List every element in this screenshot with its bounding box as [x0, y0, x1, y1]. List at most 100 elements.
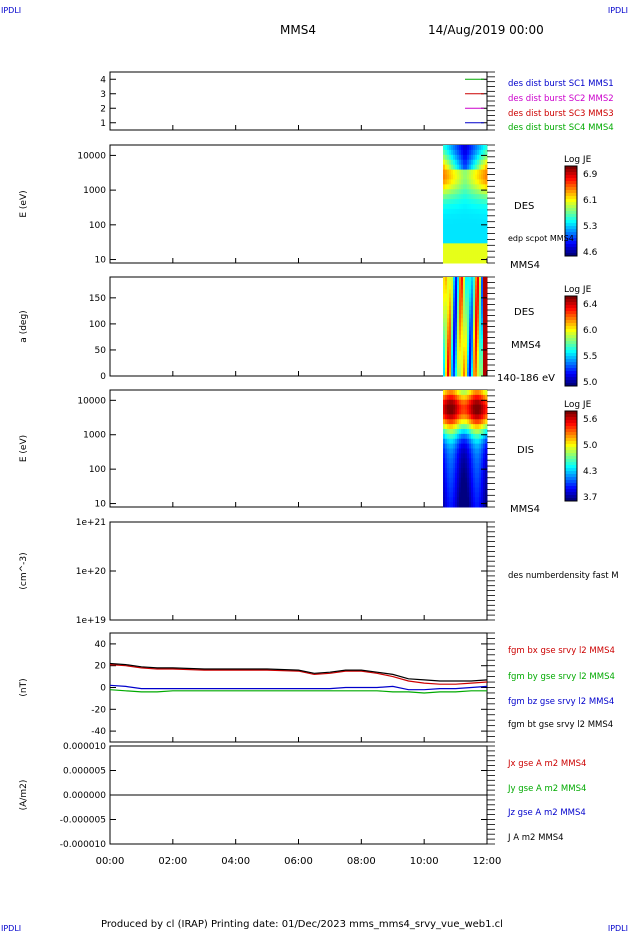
- heatmap-cell: [479, 233, 482, 239]
- heatmap-cell: [461, 154, 464, 161]
- heatmap-cell: [463, 487, 466, 493]
- heatmap-cell: [457, 194, 460, 200]
- burst-axis-tick-label: 2: [100, 104, 106, 114]
- heatmap-cell: [477, 228, 480, 234]
- heatmap-cell: [479, 174, 482, 180]
- heatmap-cell: [475, 199, 478, 205]
- heatmap-cell: [483, 409, 486, 415]
- heatmap-cell: [471, 322, 474, 327]
- heatmap-cell: [479, 277, 482, 282]
- heatmap-cell: [475, 468, 478, 474]
- heatmap-cell: [483, 487, 486, 493]
- heatmap-cell: [471, 343, 474, 348]
- heatmap-cell: [483, 154, 486, 161]
- colorbar-segment: [565, 462, 577, 466]
- colorbar-title: Log JE: [564, 285, 592, 295]
- heatmap-cell: [471, 477, 474, 484]
- heatmap-cell: [469, 390, 472, 396]
- heatmap-cell: [467, 248, 470, 254]
- heatmap-cell: [459, 359, 462, 365]
- heatmap-cell: [451, 463, 454, 469]
- heatmap-cell: [455, 351, 458, 356]
- colorbar-segment: [565, 335, 577, 339]
- heatmap-cell: [445, 438, 448, 445]
- heatmap-cell: [457, 347, 460, 352]
- colorbar-tick-label: 6.0: [583, 326, 598, 336]
- heatmap-cell: [479, 223, 482, 230]
- heatmap-cell: [451, 448, 454, 454]
- colorbar-segment: [565, 498, 577, 502]
- heatmap-cell: [467, 258, 470, 264]
- heatmap-cell: [485, 367, 488, 373]
- heatmap-cell: [475, 322, 478, 327]
- heatmap-cell: [483, 174, 486, 180]
- heatmap-cell: [447, 208, 450, 215]
- heatmap-cell: [485, 154, 488, 161]
- heatmap-cell: [447, 404, 450, 410]
- heatmap-cell: [453, 343, 456, 348]
- heatmap-cell: [459, 208, 462, 215]
- heatmap-cell: [445, 243, 448, 249]
- heatmap-cell: [455, 189, 458, 195]
- heatmap-cell: [471, 293, 474, 299]
- heatmap-cell: [455, 179, 458, 185]
- heatmap-cell: [469, 351, 472, 356]
- heatmap-cell: [479, 326, 482, 332]
- heatmap-cell: [451, 228, 454, 234]
- heatmap-cell: [483, 208, 486, 215]
- heatmap-cell: [485, 305, 488, 311]
- heatmap-cell: [443, 343, 446, 348]
- heatmap-cell: [471, 253, 474, 259]
- heatmap-cell: [483, 293, 486, 299]
- heatmap-cell: [471, 238, 474, 244]
- heatmap-cell: [485, 472, 488, 479]
- heatmap-cell: [483, 314, 486, 319]
- heatmap-cell: [447, 285, 450, 290]
- heatmap-cell: [457, 199, 460, 205]
- burst-legend-3: des dist burst SC3 MMS3: [508, 109, 614, 119]
- heatmap-cell: [483, 277, 486, 282]
- heatmap-cell: [461, 492, 464, 498]
- heatmap-cell: [447, 228, 450, 234]
- colorbar-tick-label: 5.5: [583, 352, 597, 362]
- heatmap-cell: [467, 154, 470, 161]
- heatmap-cell: [449, 463, 452, 469]
- heatmap-cell: [461, 189, 464, 195]
- heatmap-cell: [481, 154, 484, 161]
- heatmap-cell: [459, 189, 462, 195]
- heatmap-cell: [451, 419, 454, 425]
- heatmap-cell: [467, 204, 470, 210]
- heatmap-cell: [485, 468, 488, 474]
- colorbar-segment: [565, 302, 577, 306]
- heatmap-cell: [461, 238, 464, 244]
- heatmap-cell: [451, 301, 454, 307]
- heatmap-cell: [459, 497, 462, 503]
- heatmap-cell: [455, 293, 458, 299]
- heatmap-cell: [457, 238, 460, 244]
- heatmap-cell: [467, 194, 470, 200]
- heatmap-cell: [447, 399, 450, 406]
- heatmap-cell: [467, 164, 470, 171]
- heatmap-cell: [445, 419, 448, 425]
- colorbar-segment: [565, 208, 577, 212]
- heatmap-cell: [469, 194, 472, 200]
- heatmap-cell: [481, 347, 484, 352]
- heatmap-cell: [459, 347, 462, 352]
- heatmap-cell: [461, 367, 464, 373]
- heatmap-cell: [445, 326, 448, 332]
- heatmap-cell: [479, 238, 482, 244]
- heatmap-cell: [485, 334, 488, 340]
- heatmap-cell: [445, 399, 448, 406]
- heatmap-cell: [473, 334, 476, 340]
- heatmap-cell: [481, 338, 484, 344]
- corner-label-top-left: IPDLI: [1, 6, 22, 15]
- heatmap-cell: [445, 145, 448, 151]
- heatmap-cell: [471, 371, 474, 377]
- heatmap-cell: [451, 169, 454, 175]
- heatmap-cell: [465, 145, 468, 151]
- heatmap-cell: [453, 330, 456, 336]
- heatmap-cell: [443, 482, 446, 488]
- colorbar-segment: [565, 365, 577, 369]
- heatmap-cell: [457, 497, 460, 503]
- heatmap-cell: [477, 149, 480, 156]
